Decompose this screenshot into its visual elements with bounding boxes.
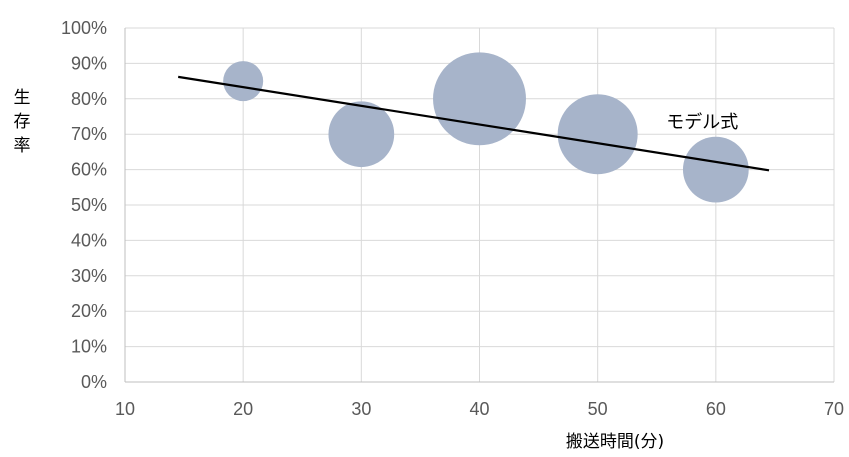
trendline [178,75,770,172]
x-tick-label: 20 [233,399,253,419]
y-tick-label: 0% [81,372,107,392]
labels: 生存率 搬送時間(分) モデル式 0% 10% 20% 30% 40% 50% 60% 70%… [14,18,845,452]
y-tick-label: 40% [71,230,107,250]
trendline-label: モデル式 [666,112,738,133]
x-tick-label: 30 [351,399,371,419]
y-tick-label: 30% [71,266,107,286]
y-tick-label: 60% [71,160,107,180]
x-axis-title: 搬送時間(分) [566,432,664,452]
x-tick-label: 50 [588,399,608,419]
y-axis-title: 生存率 [14,88,31,156]
bubble [557,94,638,175]
bubble [328,101,395,168]
y-tick-label: 70% [71,124,107,144]
y-tick-label: 100% [61,18,107,38]
bubble [433,52,526,146]
x-tick-label: 60 [706,399,726,419]
bubble [223,61,264,102]
x-tick-label: 10 [115,399,135,419]
axes [124,28,834,383]
y-tick-label: 90% [71,53,107,73]
bubble [682,136,749,203]
y-tick-label: 10% [71,337,107,357]
x-tick-label: 70 [824,399,844,419]
y-tick-label: 80% [71,89,107,109]
y-tick-label: 50% [71,195,107,215]
bubbles [223,52,749,203]
trendline-group [178,75,770,172]
y-tick-label: 20% [71,301,107,321]
x-tick-label: 40 [469,399,489,419]
